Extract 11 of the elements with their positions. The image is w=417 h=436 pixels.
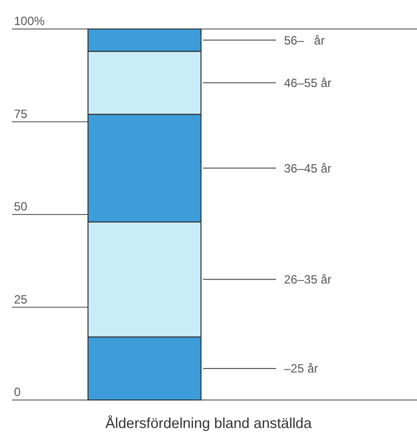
y-tick-label: 25 <box>14 292 28 306</box>
text: 56– år <box>284 33 325 48</box>
y-tick-label: 0 <box>14 385 21 399</box>
text: 26–35 år <box>284 272 332 287</box>
text: 46–55 år <box>284 76 332 90</box>
text: 36–45 år <box>284 161 332 176</box>
y-tick-label: 50 <box>14 200 28 214</box>
y-tick-label: 75 <box>14 106 28 121</box>
text: –25 år <box>284 362 318 376</box>
y-tick-label: 100% <box>14 14 46 28</box>
text: Åldersfördelning bland anställda <box>105 415 313 432</box>
